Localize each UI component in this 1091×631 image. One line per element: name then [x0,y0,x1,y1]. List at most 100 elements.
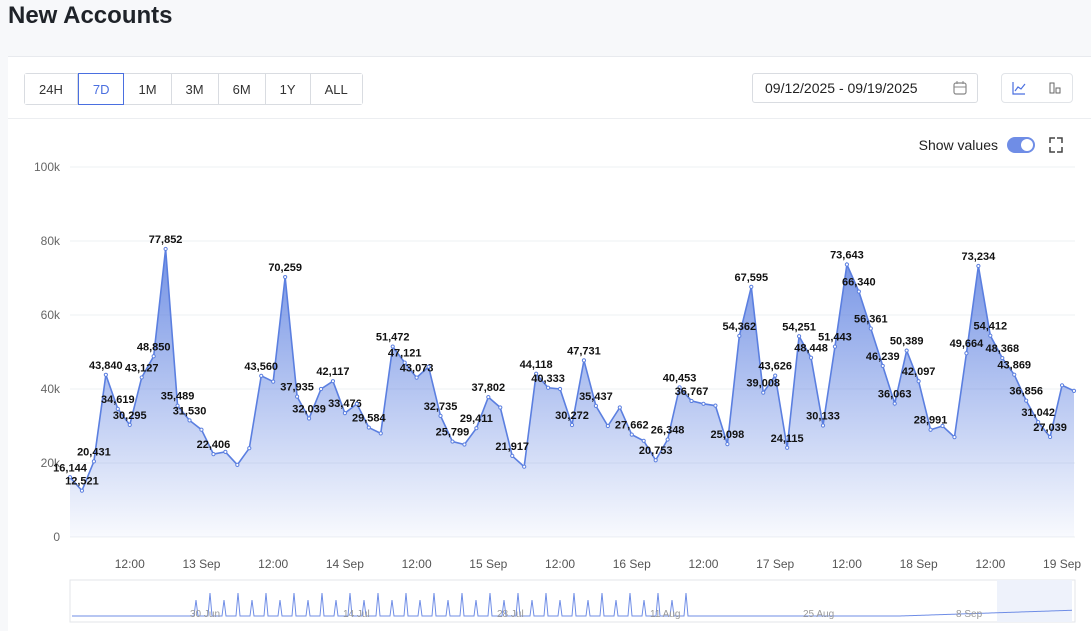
y-tick-label: 80k [41,234,61,248]
point [808,355,814,360]
x-tick-label: 12:00 [402,557,432,571]
value-label: 27,662 [615,420,649,432]
point [67,475,73,480]
range-button[interactable]: 7D [77,73,125,105]
point [223,449,228,454]
value-label: 44,118 [520,359,553,371]
range-button[interactable]: ALL [310,74,362,104]
point [1071,388,1077,393]
toggle-knob [1021,139,1033,151]
point [247,446,252,451]
point [545,385,551,390]
point [390,344,395,349]
value-label: 70,259 [268,262,302,274]
point [581,358,587,363]
bar-view-icon[interactable] [1048,81,1062,95]
value-label: 73,234 [962,251,997,263]
value-label: 42,097 [902,366,936,378]
value-label: 67,595 [734,272,768,284]
range-button[interactable]: 1M [124,74,172,104]
point [976,263,981,269]
show-values-label: Show values [919,137,998,153]
navigator-label: 25 Aug [803,609,834,620]
date-picker[interactable]: 09/12/2025 - 09/19/2025 [752,73,978,103]
point [689,398,694,404]
value-label: 29,584 [352,413,387,425]
fullscreen-icon[interactable] [1049,137,1063,153]
point [402,360,407,365]
point [593,403,599,408]
value-label: 36,063 [878,389,912,401]
value-label: 77,852 [149,234,183,246]
point [211,451,216,457]
point [820,423,826,428]
point [641,438,646,443]
point [271,379,276,384]
point [856,289,861,294]
navigator-label: 14 Jul [343,609,370,620]
point [796,334,802,339]
value-label: 26,348 [651,425,685,437]
y-tick-label: 40k [41,382,61,396]
value-label: 35,437 [579,391,613,403]
value-label: 16,144 [53,462,88,474]
navigator-selection[interactable] [997,580,1072,622]
point [1012,372,1017,377]
range-buttons: 24H 7D 1M 3M 6M 1Y ALL [24,73,363,105]
point [940,423,945,429]
point [1000,355,1005,361]
point [306,416,312,421]
calendar-icon [953,81,967,95]
value-label: 34,619 [101,394,135,406]
value-label: 35,489 [161,391,195,403]
point [354,401,359,406]
date-range: 09/12/2025 - 09/19/2025 [765,80,918,96]
point [1059,383,1065,388]
point [892,401,897,406]
point [366,425,371,430]
value-label: 43,560 [244,361,278,373]
range-button[interactable]: 24H [25,74,78,104]
point [569,422,575,428]
navigator-label: 28 Jul [497,609,524,620]
value-label: 43,078 [400,363,434,375]
point [904,348,909,353]
point [844,262,850,267]
point [1047,434,1053,440]
point [832,344,838,349]
point [773,373,778,378]
value-label: 25,098 [711,429,745,441]
navigator-label: 8 Sep [956,609,983,620]
point [665,437,670,442]
point [677,385,682,390]
range-button[interactable]: 3M [171,74,219,104]
value-label: 48,850 [137,341,171,353]
line-view-icon[interactable] [1012,81,1026,95]
range-button[interactable]: 1Y [265,74,311,104]
value-label: 43,626 [758,361,792,373]
value-label: 32,735 [424,401,458,413]
range-button[interactable]: 6M [218,74,266,104]
x-tick-label: 13 Sep [182,557,220,571]
value-label: 33,476 [328,398,362,410]
x-tick-label: 19 Sep [1043,557,1081,571]
value-label: 51,472 [376,332,410,344]
point [952,435,957,440]
point [557,386,563,392]
point [880,363,885,369]
point [522,464,527,469]
x-tick-label: 18 Sep [900,557,938,571]
point [175,403,180,408]
point [378,431,383,436]
value-label: 20,753 [639,445,673,457]
y-tick-label: 100k [34,160,61,174]
value-label: 30,272 [555,410,589,422]
value-label: 48,368 [985,343,1019,355]
point [163,246,168,252]
point [187,418,192,423]
point [151,354,156,359]
value-label: 37,802 [472,382,506,394]
point [629,432,634,437]
point [330,379,336,384]
